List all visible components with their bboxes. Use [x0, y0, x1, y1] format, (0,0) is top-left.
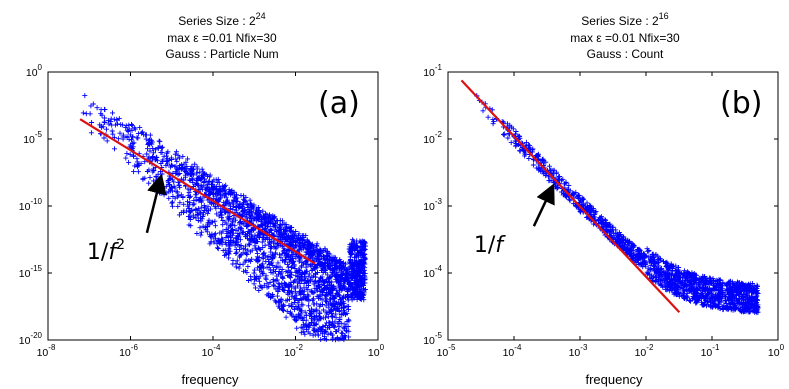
- chart-a-y-tick-label: 10-10: [19, 197, 43, 213]
- chart-a-y-tick-base: 10: [19, 268, 31, 280]
- chart-a-y-tick-label: 100: [26, 63, 43, 79]
- chart-a-annotation-arrow: [145, 173, 167, 234]
- chart-a-x-tick-label: 10-6: [119, 343, 138, 359]
- chart-b-title: Series Size : 216: [581, 11, 668, 28]
- chart-b-x-tick-label: 10-5: [437, 343, 456, 359]
- chart-a-subtitle-1: max ε =0.01 Nfix=30: [167, 31, 277, 45]
- chart-b-y-tick-label: 10-5: [423, 331, 442, 347]
- chart-b-x-tick-exp: -4: [514, 343, 522, 352]
- chart-a-data-points: [80, 93, 368, 343]
- chart-b-x-tick-exp: 0: [780, 343, 785, 352]
- chart-b-annotation: 1/f: [474, 233, 506, 258]
- chart-b-plot: 10-5 10-4 10-3 10-2 10-1 10010-510-410-310-21…: [423, 63, 784, 359]
- chart-b-y-tick-label: 10-3: [423, 197, 442, 213]
- chart-b-x-tick-label: 10-1: [701, 343, 720, 359]
- chart-b-y-tick-exp: -4: [435, 264, 443, 273]
- chart-a-annotation: 1/f2: [87, 237, 125, 265]
- chart-b-data-marker: [474, 93, 761, 316]
- chart-a-panel-label: (a): [318, 86, 360, 121]
- chart-b-y-tick-base: 10: [423, 268, 435, 280]
- chart-b-x-tick-base: 10: [768, 347, 780, 359]
- chart-b-xlabel: frequency: [585, 372, 643, 387]
- chart-a-y-tick-exp: 0: [38, 63, 43, 72]
- chart-a-x-tick-label: 10-2: [284, 343, 303, 359]
- chart-a-x-tick-base: 10: [284, 347, 296, 359]
- chart-a-subtitle-2: Gauss : Particle Num: [165, 47, 278, 61]
- chart-b-y-tick-exp: -3: [435, 197, 443, 206]
- chart-b-subtitle-2: Gauss : Count: [587, 47, 664, 61]
- chart-b-x-tick-label: 100: [768, 343, 785, 359]
- chart-b-y-tick-label: 10-4: [423, 264, 442, 280]
- chart-b-x-tick-exp: -2: [646, 343, 654, 352]
- chart-b-data-points: [474, 93, 761, 316]
- chart-a-x-tick-base: 10: [37, 347, 49, 359]
- chart-a-x-tick-exp: -6: [131, 343, 139, 352]
- chart-b-y-tick-label: 10-2: [423, 130, 442, 146]
- chart-a-x-tick-exp: -8: [48, 343, 56, 352]
- chart-b-fit-line: [460, 79, 681, 313]
- chart-a-y-tick-base: 10: [26, 67, 38, 79]
- chart-a-y-tick-exp: -15: [30, 264, 42, 273]
- chart-b-x-tick-exp: -5: [448, 343, 456, 352]
- chart-a-y-tick-label: 10-5: [23, 130, 42, 146]
- chart-a-x-tick-label: 10-4: [202, 343, 221, 359]
- chart-a-x-tick-exp: -4: [213, 343, 221, 352]
- chart-a-y-tick-exp: -10: [30, 197, 42, 206]
- chart-a: Series Size : 224 max ε =0.01 Nfix=30 Ga…: [19, 11, 385, 387]
- chart-b-annotation-arrow: [532, 183, 555, 227]
- chart-b-y-tick-exp: -2: [435, 130, 443, 139]
- chart-b-x-tick-base: 10: [569, 347, 581, 359]
- chart-b-x-tick-base: 10: [701, 347, 713, 359]
- chart-b-x-tick-label: 10-2: [635, 343, 654, 359]
- chart-b-title-exponent: 16: [659, 11, 669, 21]
- chart-a-y-tick-label: 10-20: [19, 331, 43, 347]
- chart-b-x-tick-base: 10: [437, 347, 449, 359]
- chart-a-xlabel: frequency: [181, 372, 239, 387]
- chart-a-x-tick-exp: 0: [380, 343, 385, 352]
- chart-b: Series Size : 216 max ε =0.01 Nfix=30 Ga…: [423, 11, 784, 387]
- chart-b-x-tick-exp: -3: [580, 343, 588, 352]
- chart-a-annotation-text: 1/: [87, 240, 109, 265]
- chart-a-title-exponent: 24: [256, 11, 266, 21]
- chart-b-x-tick-exp: -1: [712, 343, 720, 352]
- chart-b-annotation-var: f: [495, 233, 506, 258]
- chart-a-fit-line: [79, 118, 316, 265]
- chart-a-x-tick-label: 10-8: [37, 343, 56, 359]
- chart-a-annotation-var: f: [108, 240, 119, 265]
- chart-a-y-tick-exp: -5: [35, 130, 43, 139]
- chart-a-y-tick-base: 10: [19, 335, 31, 347]
- chart-a-x-tick-exp: -2: [296, 343, 304, 352]
- chart-b-y-tick-exp: -1: [435, 63, 443, 72]
- chart-a-annotation-exp: 2: [116, 237, 125, 253]
- chart-a-y-tick-label: 10-15: [19, 264, 43, 280]
- chart-b-y-tick-base: 10: [423, 335, 435, 347]
- chart-b-y-tick-label: 10-1: [423, 63, 442, 79]
- chart-b-x-tick-base: 10: [503, 347, 515, 359]
- chart-b-subtitle-1: max ε =0.01 Nfix=30: [570, 31, 680, 45]
- chart-a-y-tick-exp: -20: [30, 331, 42, 340]
- chart-b-y-tick-base: 10: [423, 134, 435, 146]
- chart-b-x-tick-label: 10-3: [569, 343, 588, 359]
- chart-a-x-tick-base: 10: [368, 347, 380, 359]
- chart-a-x-tick-base: 10: [202, 347, 214, 359]
- chart-b-x-tick-base: 10: [635, 347, 647, 359]
- chart-b-x-tick-label: 10-4: [503, 343, 522, 359]
- chart-b-y-tick-exp: -5: [435, 331, 443, 340]
- chart-a-x-tick-label: 100: [368, 343, 385, 359]
- chart-a-y-tick-base: 10: [19, 201, 31, 213]
- chart-b-y-tick-base: 10: [423, 201, 435, 213]
- chart-a-title: Series Size : 224: [178, 11, 265, 28]
- chart-b-annotation-text: 1/: [474, 233, 496, 258]
- chart-b-y-tick-base: 10: [423, 67, 435, 79]
- chart-a-plot: 10-8 10-6 10-4 10-2 10010-2010-1510-1010-510…: [19, 63, 385, 359]
- chart-a-data-marker: [80, 93, 368, 343]
- chart-a-x-tick-base: 10: [119, 347, 131, 359]
- chart-b-panel-label: (b): [720, 86, 762, 121]
- chart-a-y-tick-base: 10: [23, 134, 35, 146]
